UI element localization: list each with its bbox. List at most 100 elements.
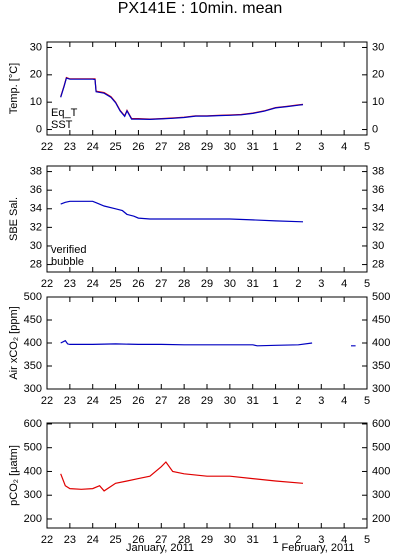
x-tick-label: 4	[341, 395, 347, 407]
y2-tick-label: 300	[372, 489, 390, 501]
x-tick-label: 22	[41, 278, 53, 290]
x-tick-label: 28	[178, 278, 190, 290]
y2-tick-label: 500	[372, 442, 390, 454]
x-tick-label: 3	[318, 141, 324, 153]
x-tick-label: 24	[87, 534, 99, 546]
y-tick-label: 200	[24, 513, 42, 525]
x-tick-label: 22	[41, 141, 53, 153]
y-tick-label: 400	[24, 465, 42, 477]
x-tick-label: 23	[64, 278, 76, 290]
x-tick-label: 4	[341, 278, 347, 290]
x-tick-label: 2	[295, 395, 301, 407]
y-tick-label: 600	[24, 418, 42, 430]
data-line	[60, 339, 356, 347]
y2-tick-label: 20	[372, 69, 384, 81]
x-tick-label: 25	[109, 141, 121, 153]
figure-title: PX141E : 10min. mean	[118, 0, 283, 17]
x-tick-label: 2	[295, 141, 301, 153]
y2-tick-label: 600	[372, 418, 390, 430]
y-tick-label: 450	[24, 314, 42, 326]
y-tick-label: 30	[30, 41, 42, 53]
y-tick-label: 500	[24, 442, 42, 454]
x-tick-label: 27	[155, 141, 167, 153]
x-tick-label: 27	[155, 395, 167, 407]
y-tick-label: 300	[24, 383, 42, 395]
legend-entry: SST	[51, 119, 73, 131]
x-tick-label: 1	[273, 395, 279, 407]
x-tick-label: 5	[364, 278, 370, 290]
x-tick-label: 31	[247, 278, 259, 290]
x-tick-label: 5	[364, 395, 370, 407]
x-tick-label: 24	[87, 141, 99, 153]
y-tick-label: 500	[24, 291, 42, 303]
x-tick-label: 26	[132, 395, 144, 407]
y-tick-label: 34	[30, 203, 42, 215]
y-tick-label: 350	[24, 360, 42, 372]
x-tick-label: 2	[295, 278, 301, 290]
y-tick-label: 0	[36, 123, 42, 135]
annotation: February, 2011	[282, 542, 355, 554]
x-tick-label: 30	[224, 534, 236, 546]
data-line	[60, 461, 304, 492]
y-tick-label: 28	[30, 258, 42, 270]
x-tick-label: 29	[201, 534, 213, 546]
x-tick-label: 22	[41, 395, 53, 407]
x-tick-label: 1	[273, 141, 279, 153]
data-line	[60, 77, 304, 121]
x-tick-label: 5	[364, 534, 370, 546]
x-tick-label: 23	[64, 534, 76, 546]
y2-tick-label: 200	[372, 513, 390, 525]
plot-frame	[46, 422, 368, 529]
x-tick-label: 4	[341, 534, 347, 546]
x-tick-label: 30	[224, 278, 236, 290]
y2-tick-label: 400	[372, 337, 390, 349]
y2-tick-label: 36	[372, 184, 384, 196]
y2-tick-label: 34	[372, 203, 384, 215]
y-tick-label: 300	[24, 489, 42, 501]
y2-tick-label: 0	[372, 123, 378, 135]
y2-tick-label: 300	[372, 383, 390, 395]
data-line	[60, 76, 304, 120]
y2-tick-label: 38	[372, 165, 384, 177]
x-tick-label: 1	[273, 278, 279, 290]
legend-entry: bubble	[51, 256, 84, 268]
x-tick-label: 27	[155, 278, 167, 290]
x-tick-label: 3	[318, 395, 324, 407]
annotation: January, 2011	[126, 542, 194, 554]
x-tick-label: 25	[109, 278, 121, 290]
x-tick-label: 27	[155, 534, 167, 546]
y2-tick-label: 450	[372, 314, 390, 326]
legend-entry: verified	[51, 244, 86, 256]
x-tick-label: 1	[273, 534, 279, 546]
y-axis-label: pCO₂ [µatm]	[8, 445, 20, 506]
y2-tick-label: 350	[372, 360, 390, 372]
x-tick-label: 30	[224, 141, 236, 153]
x-tick-label: 28	[178, 534, 190, 546]
x-tick-label: 29	[201, 141, 213, 153]
x-tick-label: 3	[318, 534, 324, 546]
x-tick-label: 23	[64, 395, 76, 407]
y-axis-label: Temp. [°C]	[8, 63, 20, 114]
x-tick-label: 30	[224, 395, 236, 407]
y-tick-label: 20	[30, 69, 42, 81]
y2-tick-label: 32	[372, 221, 384, 233]
x-tick-label: 25	[109, 395, 121, 407]
x-tick-label: 26	[132, 534, 144, 546]
legend-entry: Eq_T	[51, 107, 78, 119]
y2-tick-label: 30	[372, 41, 384, 53]
x-tick-label: 28	[178, 395, 190, 407]
x-tick-label: 5	[364, 141, 370, 153]
x-tick-label: 2	[295, 534, 301, 546]
y2-tick-label: 30	[372, 240, 384, 252]
data-line	[60, 200, 304, 223]
x-tick-label: 24	[87, 278, 99, 290]
plot-frame	[46, 41, 368, 136]
x-tick-label: 26	[132, 278, 144, 290]
x-tick-label: 26	[132, 141, 144, 153]
y-tick-label: 30	[30, 240, 42, 252]
y-axis-label: SBE Sal.	[8, 197, 20, 241]
x-tick-label: 31	[247, 141, 259, 153]
x-tick-label: 28	[178, 141, 190, 153]
y2-tick-label: 10	[372, 96, 384, 108]
